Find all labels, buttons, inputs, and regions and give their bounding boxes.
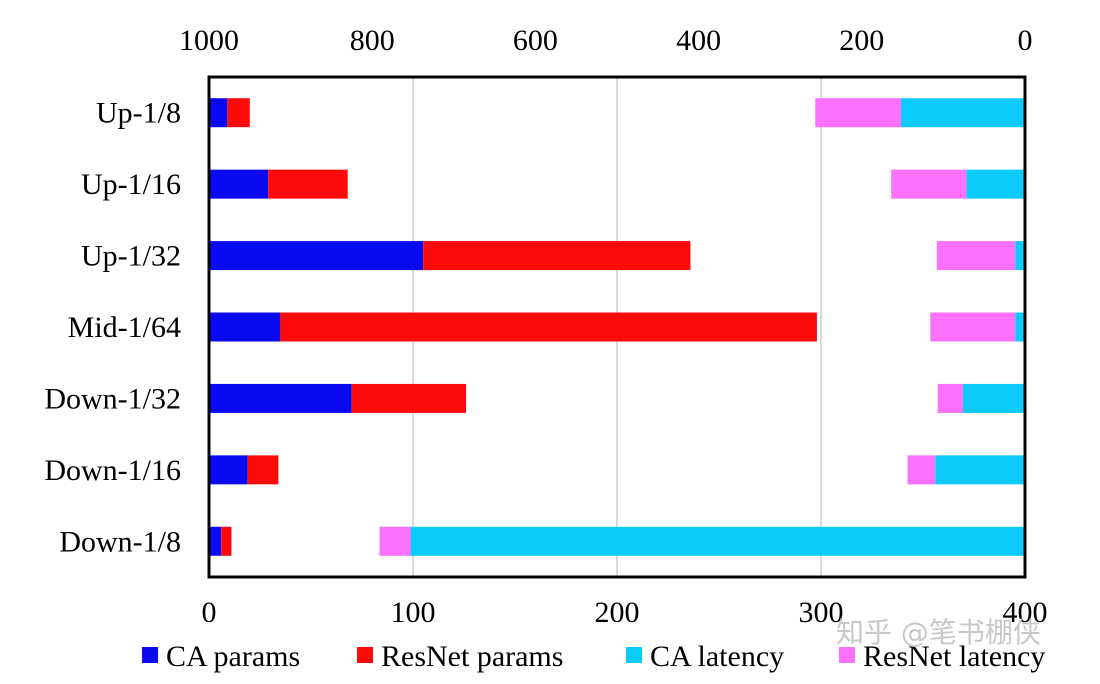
latency-tick-400: 400 [676,24,721,57]
legend-item-resnet-latency: ResNet latency [839,640,1045,673]
legend: CA params ResNet params CA latency ResNe… [142,640,1045,673]
legend-item-ca-latency: CA latency [626,640,784,673]
watermark: 知乎 @笔书棚侠 [836,616,1041,649]
bar-resnet-latency-up-1-8 [815,98,901,128]
bar-resnet-params-up-1-8 [227,98,250,128]
category-label-down-1-16: Down-1/16 [44,454,181,487]
bar-ca-latency-mid-1-64 [1015,312,1025,342]
bar-ca-params-down-1-32 [209,383,352,413]
bar-resnet-params-up-1-32 [423,241,691,271]
bar-ca-params-down-1-8 [209,526,222,556]
bar-resnet-latency-up-1-32 [936,241,1016,271]
bars [209,98,1025,556]
category-label-down-1-32: Down-1/32 [44,382,181,415]
latency-axis-ticks: 1000 800 600 400 200 0 [179,24,1033,57]
legend-swatch-ca-latency [626,647,642,663]
bar-ca-latency-up-1-16 [966,169,1025,199]
legend-label-ca-latency: CA latency [650,640,784,673]
latency-tick-1000: 1000 [179,24,239,57]
bar-ca-params-down-1-16 [209,455,248,485]
bar-ca-latency-down-1-32 [962,383,1025,413]
bar-ca-params-mid-1-64 [209,312,281,342]
params-tick-100: 100 [391,596,436,629]
bar-ca-latency-up-1-8 [900,98,1025,128]
bar-ca-latency-down-1-16 [935,455,1025,485]
latency-tick-600: 600 [513,24,558,57]
bar-ca-params-up-1-8 [209,98,228,128]
legend-swatch-ca-params [142,647,158,663]
latency-tick-0: 0 [1018,24,1033,57]
bar-resnet-latency-mid-1-64 [930,312,1016,342]
legend-swatch-resnet-params [357,647,373,663]
bar-resnet-params-down-1-32 [351,383,467,413]
bar-resnet-params-down-1-8 [221,526,232,556]
legend-label-resnet-latency: ResNet latency [863,640,1045,673]
legend-item-ca-params: CA params [142,640,300,673]
category-label-up-1-16: Up-1/16 [81,168,181,201]
params-tick-200: 200 [595,596,640,629]
bar-resnet-params-down-1-16 [247,455,279,485]
bar-resnet-latency-down-1-16 [907,455,936,485]
params-tick-300: 300 [799,596,844,629]
bar-ca-latency-up-1-32 [1015,241,1025,271]
bar-ca-params-up-1-16 [209,169,269,199]
legend-item-resnet-params: ResNet params [357,640,563,673]
bar-resnet-latency-down-1-32 [937,383,963,413]
category-label-up-1-32: Up-1/32 [81,240,181,273]
category-label-down-1-8: Down-1/8 [59,525,181,558]
bar-ca-params-up-1-32 [209,241,424,271]
bar-resnet-latency-up-1-16 [891,169,967,199]
legend-label-ca-params: CA params [166,640,300,673]
bar-resnet-params-up-1-16 [268,169,348,199]
latency-tick-200: 200 [839,24,884,57]
category-label-up-1-8: Up-1/8 [96,97,181,130]
category-label-mid-1-64: Mid-1/64 [68,311,181,344]
params-tick-400: 400 [1003,596,1048,629]
bar-ca-latency-down-1-8 [410,526,1025,556]
bar-resnet-latency-down-1-8 [379,526,411,556]
legend-swatch-resnet-latency [839,647,855,663]
plot-area-border [207,75,1027,579]
legend-label-resnet-params: ResNet params [381,640,563,673]
latency-tick-800: 800 [350,24,395,57]
params-tick-0: 0 [202,596,217,629]
params-axis-ticks: 0 100 200 300 400 [202,596,1048,629]
category-labels: Up-1/8 Up-1/16 Up-1/32 Mid-1/64 Down-1/32 Dow… [44,97,181,559]
bar-resnet-params-mid-1-64 [280,312,817,342]
